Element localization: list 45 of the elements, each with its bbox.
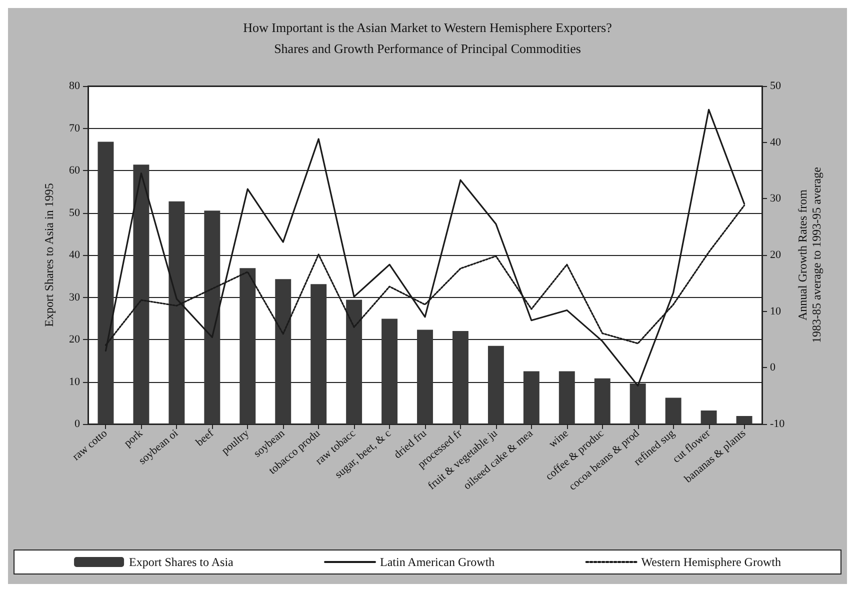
legend-label: Latin American Growth — [380, 555, 495, 569]
y-tick-label: 0 — [74, 418, 80, 430]
bar — [382, 318, 398, 424]
y-tick-label: 20 — [69, 334, 80, 346]
y-tick-label: 60 — [69, 164, 80, 176]
bar — [736, 416, 752, 424]
bar — [558, 371, 575, 424]
bar — [168, 201, 185, 424]
bar — [275, 279, 292, 424]
y2-tick-label: 40 — [770, 136, 782, 148]
y2-tick-label: -10 — [770, 418, 786, 430]
y2-tick-label: 0 — [770, 362, 776, 374]
y-axis-title: Export Shares to Asia in 1995 — [42, 183, 56, 327]
x-tick-label: raw cotto — [70, 427, 110, 464]
x-tick-label: beef — [194, 427, 216, 449]
bar — [452, 331, 468, 424]
y-tick-label: 80 — [69, 80, 80, 92]
y-tick-label: 10 — [69, 376, 80, 388]
y2-tick-label: 30 — [770, 192, 782, 205]
bar — [204, 210, 220, 424]
bar — [310, 284, 327, 424]
legend-label: Export Shares to Asia — [129, 555, 234, 569]
y-tick-label: 50 — [69, 206, 80, 219]
chart-subtitle: Shares and Growth Performance of Principal Commodities — [274, 41, 581, 56]
bar — [346, 300, 362, 424]
bar — [133, 164, 150, 424]
bar — [630, 383, 646, 424]
y-tick-label: 30 — [69, 291, 80, 304]
y-tick-label: 70 — [69, 122, 80, 134]
bar — [240, 268, 256, 424]
bar — [665, 398, 682, 424]
y2-tick-label: 10 — [770, 305, 782, 318]
bar — [417, 330, 433, 424]
y2-tick-label: 50 — [770, 80, 782, 92]
bar — [98, 142, 114, 424]
y-tick-label: 40 — [69, 249, 80, 261]
y2-axis-title: Annual Growth Rates from 1983-85 average to 1993-95 average — [796, 167, 824, 343]
bar — [700, 410, 717, 424]
x-tick-label: wine — [546, 427, 571, 450]
chart-title: How Important is the Asian Market to Western Hemisphere Exporters? — [243, 20, 612, 35]
legend-label: Western Hemisphere Growth — [641, 555, 781, 569]
bar — [594, 378, 610, 424]
y2-tick-label: 20 — [770, 249, 782, 261]
bar — [488, 346, 504, 424]
bar — [523, 371, 540, 424]
